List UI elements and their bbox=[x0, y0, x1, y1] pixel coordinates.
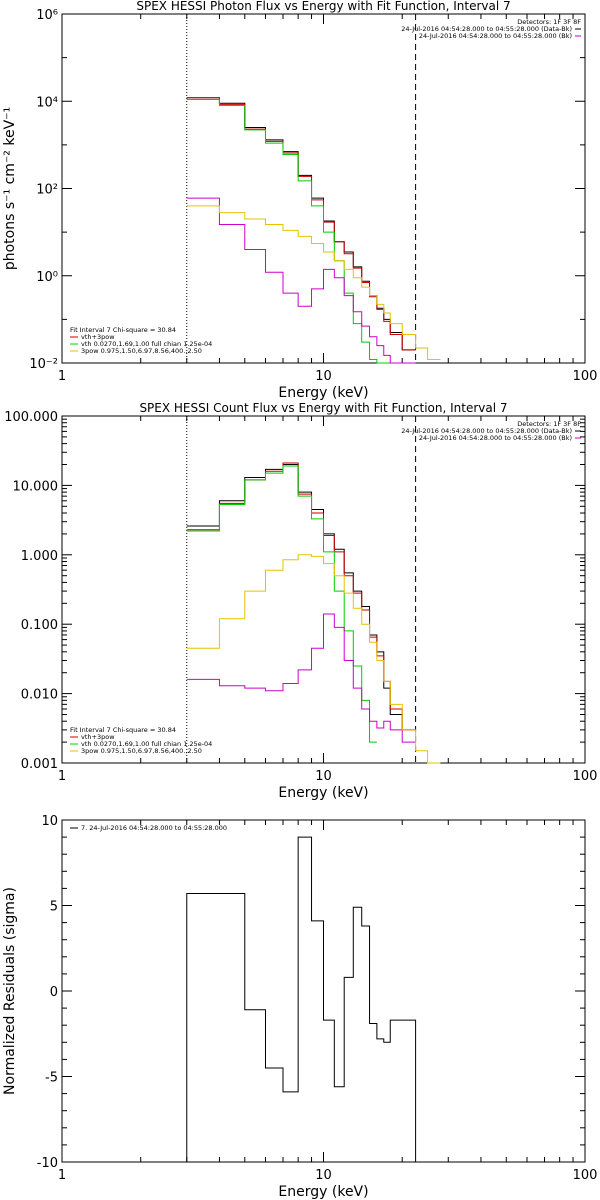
count-series-2 bbox=[186, 465, 377, 743]
count-legend-text: vth 0.0270,1.69,1.00 full chian 1.25e-04 bbox=[81, 740, 212, 748]
residuals-y-tick-label: -5 bbox=[45, 1071, 58, 1086]
photon-legend-text: Fit Interval 7 Chi-square = 30.84 bbox=[70, 326, 176, 334]
residuals-y-tick-label: -10 bbox=[37, 1156, 58, 1171]
photon-x-tick-label: 10 bbox=[315, 369, 332, 384]
count-series-3 bbox=[186, 613, 416, 743]
count-x-tick-label: 10 bbox=[315, 769, 332, 784]
photon-series-2 bbox=[186, 98, 403, 364]
photon-series-3 bbox=[186, 197, 416, 364]
residuals-y-tick-label: 10 bbox=[41, 814, 58, 829]
photon-y-axis-label: photons s⁻¹ cm⁻² keV⁻¹ bbox=[2, 107, 18, 270]
photon-legend-text: 24-Jul-2016 04:54:28.000 to 04:55:28.000… bbox=[419, 32, 572, 40]
photon-x-tick-label: 100 bbox=[573, 369, 598, 384]
photon-legend-text: vth+3pow bbox=[81, 333, 115, 341]
photon-y-tick-label: 10⁻² bbox=[29, 357, 58, 372]
photon-y-tick-label: 10⁶ bbox=[36, 8, 58, 23]
photon-series-0 bbox=[186, 97, 416, 351]
count-y-tick-label: 0.001 bbox=[21, 757, 58, 772]
count-plot-frame bbox=[61, 415, 586, 764]
photon-series-1 bbox=[186, 97, 416, 351]
count-series-1 bbox=[186, 462, 416, 731]
count-x-tick-label: 100 bbox=[573, 769, 598, 784]
count-title: SPEX HESSI Count Flux vs Energy with Fit… bbox=[139, 401, 507, 415]
photon-title: SPEX HESSI Photon Flux vs Energy with Fi… bbox=[136, 0, 510, 13]
residuals-y-axis-label: Normalized Residuals (sigma) bbox=[2, 887, 18, 1095]
count-y-tick-label: 100.000 bbox=[4, 410, 58, 425]
count-x-axis-label: Energy (keV) bbox=[278, 785, 368, 801]
photon-plot-frame bbox=[61, 13, 586, 364]
photon-x-axis-label: Energy (keV) bbox=[278, 385, 368, 401]
count-series-4 bbox=[186, 554, 441, 764]
photon-series-4 bbox=[186, 205, 441, 361]
count-legend-text: Detectors: 1F 3F 8F bbox=[517, 420, 581, 428]
photon-y-tick-label: 10⁴ bbox=[36, 95, 58, 110]
photon-x-tick-label: 1 bbox=[58, 369, 66, 384]
count-legend-text: 24-Jul-2016 04:54:28.000 to 04:55:28.000… bbox=[419, 434, 572, 442]
count-x-tick-label: 1 bbox=[58, 769, 66, 784]
count-y-tick-label: 1.000 bbox=[21, 549, 58, 564]
count-legend-text: Fit Interval 7 Chi-square = 30.84 bbox=[70, 726, 176, 734]
residuals-legend-text: 7. 24-Jul-2016 04:54:28.000 to 04:55:28.… bbox=[81, 824, 227, 832]
residuals-series-0 bbox=[186, 836, 417, 1162]
count-y-tick-label: 0.010 bbox=[21, 688, 58, 703]
photon-y-tick-label: 10⁰ bbox=[36, 270, 58, 285]
count-y-tick-label: 0.100 bbox=[21, 618, 58, 633]
residuals-x-tick-label: 10 bbox=[315, 1168, 332, 1183]
photon-legend-text: 24-Jul-2016 04:54:28.000 to 04:55:28.000… bbox=[401, 25, 572, 33]
photon-legend-text: vth 0.0270,1.69,1.00 full chian 1.25e-04 bbox=[81, 340, 212, 348]
photon-y-tick-label: 10² bbox=[36, 183, 58, 198]
count-legend-text: 3pow 0.975,1.50,6.97,8.56,400.,2.50 bbox=[81, 747, 202, 755]
photon-legend-text: Detectors: 1F 3F 8F bbox=[517, 18, 581, 26]
count-legend-text: vth+3pow bbox=[81, 733, 115, 741]
residuals-y-tick-label: 5 bbox=[50, 900, 58, 915]
count-legend-text: 24-Jul-2016 04:54:28.000 to 04:55:28.000… bbox=[401, 427, 572, 435]
residuals-x-tick-label: 1 bbox=[58, 1168, 66, 1183]
count-y-tick-label: 10.000 bbox=[13, 479, 59, 494]
photon-legend-text: 3pow 0.975,1.50,6.97,8.56,400.,2.50 bbox=[81, 347, 202, 355]
residuals-y-tick-label: 0 bbox=[50, 985, 58, 1000]
residuals-x-tick-label: 100 bbox=[573, 1168, 598, 1183]
residuals-x-axis-label: Energy (keV) bbox=[278, 1184, 368, 1200]
